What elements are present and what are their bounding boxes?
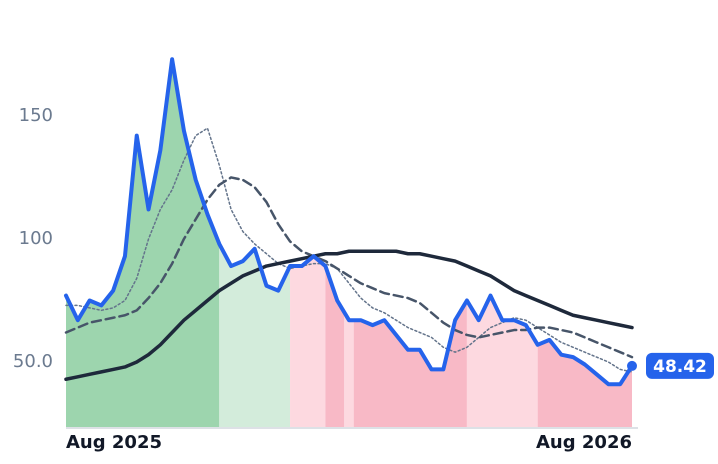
- value-badge-label: 48.42: [653, 357, 707, 377]
- y-tick-label: 50.0: [13, 351, 53, 372]
- x-tick-label: Aug 2025: [66, 432, 162, 453]
- x-tick-label: Aug 2026: [536, 432, 632, 453]
- last-point: [627, 360, 637, 371]
- region-area: [466, 295, 538, 428]
- region-area: [66, 59, 220, 428]
- y-tick-label: 150: [19, 105, 53, 126]
- region-area: [353, 300, 467, 428]
- region-area: [537, 339, 632, 428]
- y-tick-label: 100: [19, 228, 53, 249]
- series-line: [64, 176, 634, 359]
- region-area: [290, 256, 326, 428]
- series-line: [64, 249, 634, 382]
- value-badge: [646, 352, 714, 379]
- region-area: [344, 312, 354, 428]
- series-line: [64, 57, 634, 387]
